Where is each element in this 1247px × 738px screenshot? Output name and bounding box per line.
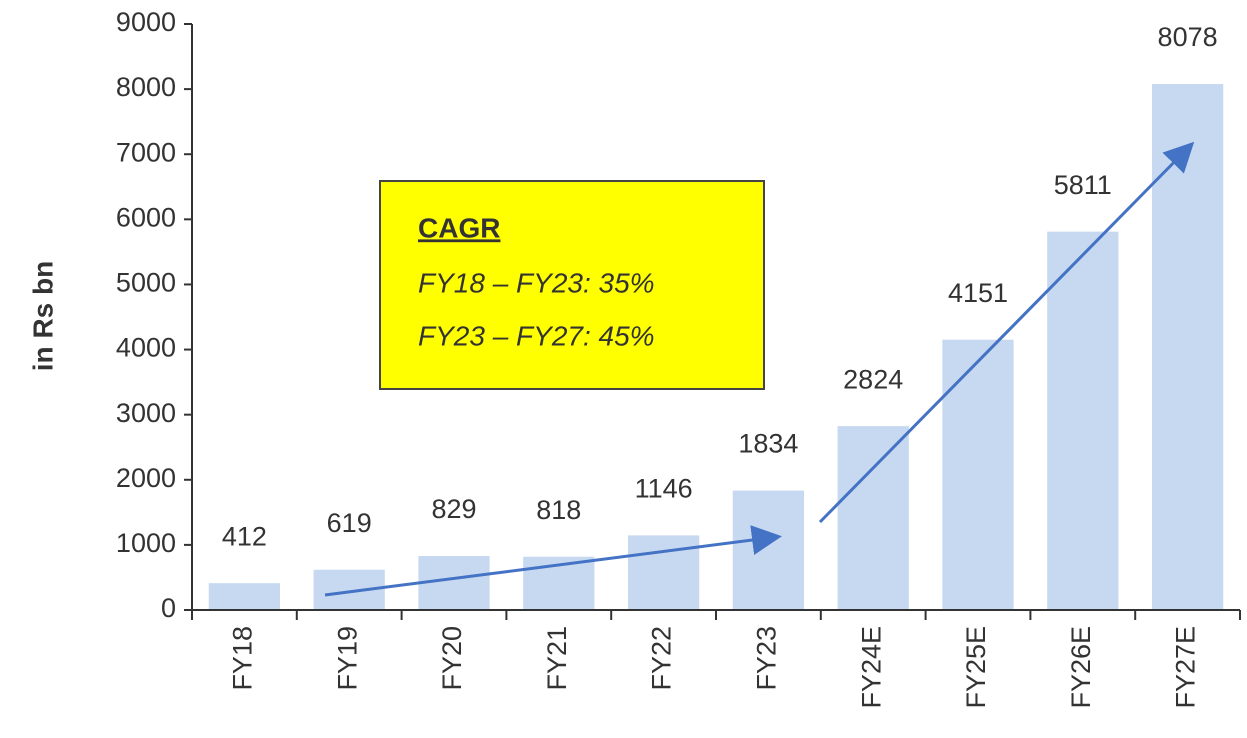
data-label: 4151	[948, 278, 1008, 308]
y-tick-label: 3000	[116, 398, 176, 428]
annotation-box	[379, 180, 765, 390]
y-tick-label: 1000	[116, 528, 176, 558]
annotation-title: CAGR	[418, 212, 500, 243]
data-label: 412	[222, 521, 267, 551]
bar	[732, 490, 805, 610]
y-tick-label: 7000	[116, 137, 176, 167]
x-tick-label: FY21	[542, 626, 572, 691]
bar	[627, 535, 700, 610]
annotation-line: FY23 – FY27: 45%	[418, 320, 655, 351]
data-label: 1834	[738, 429, 798, 459]
data-label: 619	[327, 508, 372, 538]
x-tick-label: FY25E	[961, 626, 991, 709]
x-tick-label: FY24E	[856, 626, 886, 709]
x-tick-label: FY22	[647, 626, 677, 691]
x-tick-label: FY18	[228, 626, 258, 691]
data-label: 829	[431, 494, 476, 524]
y-tick-label: 6000	[116, 202, 176, 232]
y-tick-label: 0	[161, 593, 176, 623]
x-tick-label: FY20	[437, 626, 467, 691]
y-tick-label: 2000	[116, 463, 176, 493]
bar	[837, 426, 909, 610]
x-tick-label: FY26E	[1066, 626, 1096, 709]
x-tick-label: FY19	[332, 626, 362, 691]
bar	[208, 583, 281, 610]
y-tick-label: 5000	[116, 268, 176, 298]
x-tick-label: FY23	[752, 626, 782, 691]
data-label: 8078	[1158, 22, 1218, 52]
y-tick-label: 8000	[116, 72, 176, 102]
data-label: 818	[536, 495, 581, 525]
trend-arrow	[818, 141, 1195, 524]
y-axis-label: in Rs bn	[27, 261, 58, 371]
bar	[942, 339, 1014, 610]
annotation-line: FY18 – FY23: 35%	[418, 267, 655, 298]
y-tick-label: 4000	[116, 333, 176, 363]
y-tick-label: 9000	[116, 7, 176, 37]
x-tick-label: FY27E	[1171, 626, 1201, 709]
bar	[1151, 84, 1224, 610]
trend-arrow	[324, 525, 782, 597]
data-label: 1146	[635, 474, 693, 504]
bar	[1047, 231, 1119, 610]
data-label: 5811	[1054, 170, 1112, 200]
bar	[418, 556, 490, 610]
data-label: 2824	[843, 364, 903, 394]
